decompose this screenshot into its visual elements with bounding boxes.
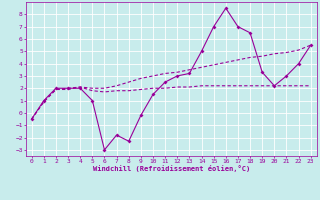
X-axis label: Windchill (Refroidissement éolien,°C): Windchill (Refroidissement éolien,°C) (92, 165, 250, 172)
